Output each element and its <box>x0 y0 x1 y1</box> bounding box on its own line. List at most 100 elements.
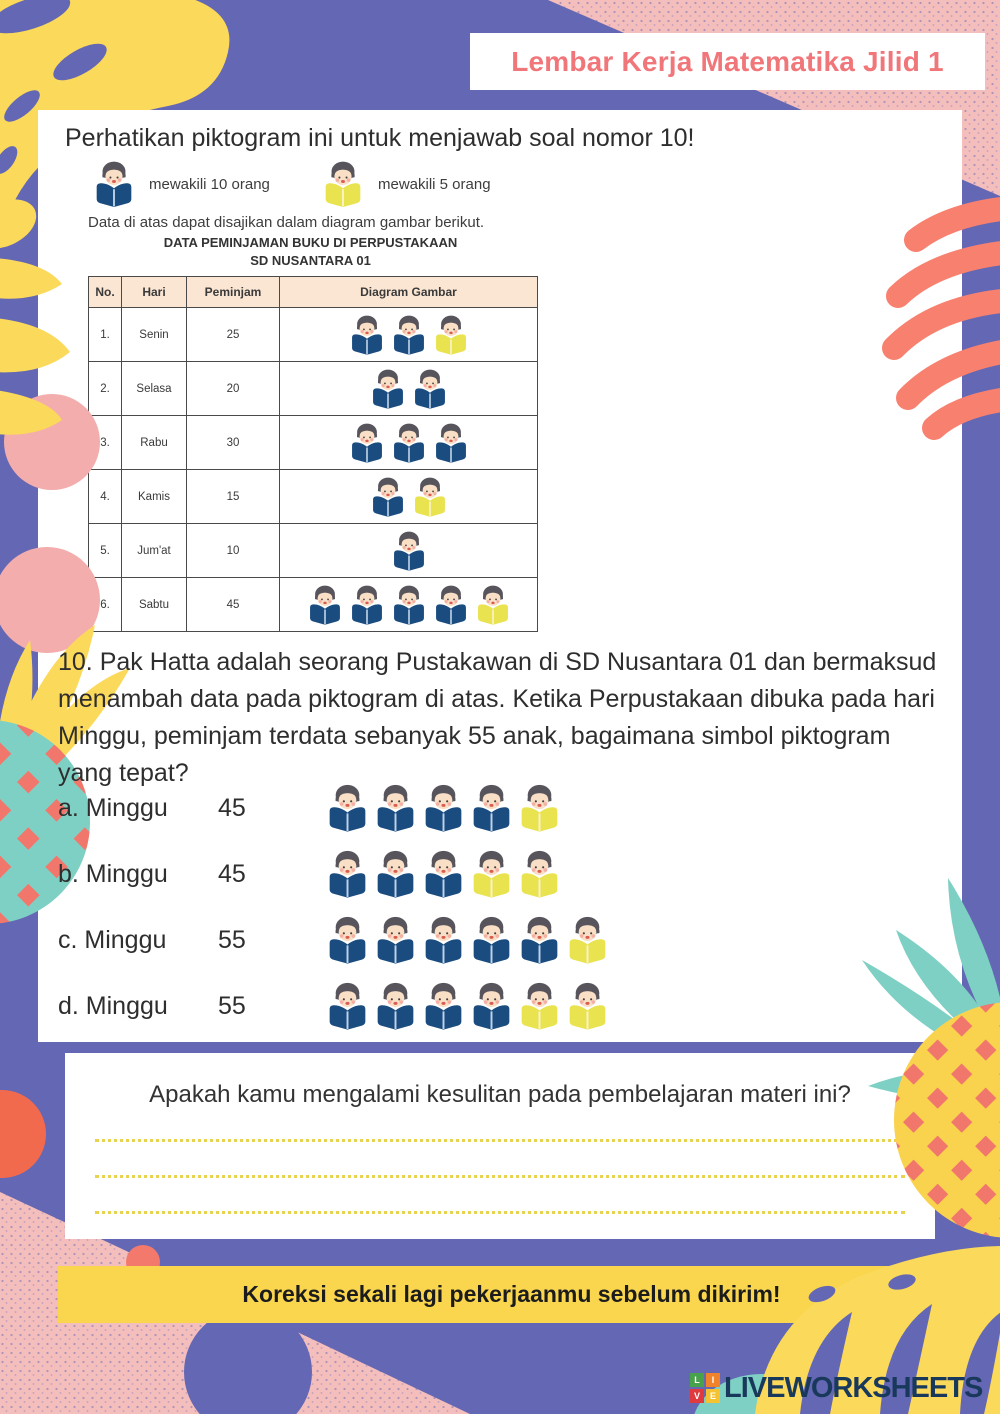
option-value: 55 <box>218 991 246 1020</box>
blue-reader-icon <box>93 160 135 208</box>
blue-reader-icon <box>422 849 465 899</box>
cell-diagram <box>279 577 538 632</box>
cell-no: 5. <box>88 523 122 578</box>
blue-reader-icon <box>349 314 385 356</box>
table-header-row: No. Hari Peminjam Diagram Gambar <box>88 276 538 308</box>
option-value: 55 <box>218 925 246 954</box>
cell-peminjam: 30 <box>186 415 280 470</box>
blue-reader-icon <box>326 849 369 899</box>
blue-reader-icon <box>391 314 427 356</box>
yellow-reader-icon <box>470 849 513 899</box>
blue-reader-icon <box>374 981 417 1031</box>
yellow-reader-icon <box>322 160 364 208</box>
option-label[interactable]: b. Minggu <box>58 859 168 888</box>
cell-hari: Selasa <box>121 361 187 416</box>
yellow-reader-icon <box>412 476 448 518</box>
feedback-question: Apakah kamu mengalami kesulitan pada pem… <box>149 1081 851 1108</box>
blue-reader-icon <box>391 530 427 572</box>
cell-no: 2. <box>88 361 122 416</box>
cell-hari: Senin <box>121 307 187 362</box>
option-a[interactable]: a. Minggu 45 <box>58 780 561 836</box>
legend-item-yellow: mewakili 5 orang <box>322 160 491 208</box>
yellow-reader-icon <box>518 981 561 1031</box>
option-b[interactable]: b. Minggu 45 <box>58 846 561 902</box>
legend-item-blue: mewakili 10 orang <box>93 160 270 208</box>
table-row: 4. Kamis 15 <box>88 469 538 524</box>
reminder-text: Koreksi sekali lagi pekerjaanmu sebelum … <box>242 1281 781 1307</box>
option-label[interactable]: a. Minggu <box>58 793 168 822</box>
legend-label: mewakili 5 orang <box>378 175 491 193</box>
blue-reader-icon <box>470 915 513 965</box>
blue-reader-icon <box>391 422 427 464</box>
option-label[interactable]: c. Minggu <box>58 925 167 954</box>
orange-circle <box>0 1090 46 1178</box>
cell-hari: Jum'at <box>121 523 187 578</box>
blue-reader-icon <box>349 584 385 626</box>
table-row: 5. Jum'at 10 <box>88 523 538 578</box>
table-title-line2: SD NUSANTARA 01 <box>250 253 371 268</box>
blue-reader-icon <box>422 981 465 1031</box>
logo-letter: L <box>690 1373 704 1387</box>
logo-letter: I <box>706 1373 720 1387</box>
blue-reader-icon <box>374 849 417 899</box>
blue-reader-icon <box>374 783 417 833</box>
yellow-reader-icon <box>433 314 469 356</box>
blue-reader-icon <box>470 783 513 833</box>
reminder-bar: Koreksi sekali lagi pekerjaanmu sebelum … <box>58 1266 965 1323</box>
option-pictogram <box>326 981 609 1031</box>
cell-peminjam: 15 <box>186 469 280 524</box>
pictogram-table: No. Hari Peminjam Diagram Gambar 1. Seni… <box>88 276 538 632</box>
yellow-reader-icon <box>518 849 561 899</box>
answer-line[interactable] <box>95 1175 905 1178</box>
option-label[interactable]: d. Minggu <box>58 991 168 1020</box>
cell-hari: Rabu <box>121 415 187 470</box>
blue-reader-icon <box>326 981 369 1031</box>
col-header-no: No. <box>88 276 122 308</box>
table-row: 1. Senin 25 <box>88 307 538 362</box>
yellow-reader-icon <box>322 160 364 208</box>
cell-peminjam: 20 <box>186 361 280 416</box>
instruction-text: Perhatikan piktogram ini untuk menjawab … <box>65 124 695 152</box>
cell-hari: Kamis <box>121 469 187 524</box>
blue-reader-icon <box>93 160 135 208</box>
cell-no: 3. <box>88 415 122 470</box>
answer-line[interactable] <box>95 1139 905 1142</box>
yellow-reader-icon <box>475 584 511 626</box>
table-title-line1: DATA PEMINJAMAN BUKU DI PERPUSTAKAAN <box>163 235 458 250</box>
cell-no: 6. <box>88 577 122 632</box>
blue-reader-icon <box>433 422 469 464</box>
cell-peminjam: 10 <box>186 523 280 578</box>
cell-peminjam: 25 <box>186 307 280 362</box>
cell-diagram <box>279 361 538 416</box>
col-header-hari: Hari <box>121 276 187 308</box>
col-header-peminjam: Peminjam <box>186 276 280 308</box>
blue-reader-icon <box>374 915 417 965</box>
blue-reader-icon <box>326 915 369 965</box>
answer-line[interactable] <box>95 1211 905 1214</box>
cell-no: 4. <box>88 469 122 524</box>
blue-reader-icon <box>307 584 343 626</box>
option-value: 45 <box>218 859 246 888</box>
worksheet-card: Perhatikan piktogram ini untuk menjawab … <box>38 110 962 1042</box>
blue-reader-icon <box>349 422 385 464</box>
table-row: 6. Sabtu 45 <box>88 577 538 632</box>
option-value: 45 <box>218 793 246 822</box>
cell-diagram <box>279 415 538 470</box>
blue-reader-icon <box>391 584 427 626</box>
option-c[interactable]: c. Minggu 55 <box>58 912 609 968</box>
option-pictogram <box>326 849 561 899</box>
blue-reader-icon <box>370 368 406 410</box>
blue-reader-icon <box>326 783 369 833</box>
cell-diagram <box>279 469 538 524</box>
feedback-box: Apakah kamu mengalami kesulitan pada pem… <box>65 1053 935 1239</box>
brand-name: LIVEWORKSHEETS <box>724 1371 983 1404</box>
header-title-box: Lembar Kerja Matematika Jilid 1 <box>470 33 985 90</box>
col-header-diagram: Diagram Gambar <box>279 276 538 308</box>
cell-diagram <box>279 307 538 362</box>
option-d[interactable]: d. Minggu 55 <box>58 978 609 1034</box>
legend-label: mewakili 10 orang <box>149 175 270 193</box>
data-note: Data di atas dapat disajikan dalam diagr… <box>88 214 485 231</box>
table-row: 3. Rabu 30 <box>88 415 538 470</box>
question-text: 10. Pak Hatta adalah seorang Pustakawan … <box>58 648 937 787</box>
